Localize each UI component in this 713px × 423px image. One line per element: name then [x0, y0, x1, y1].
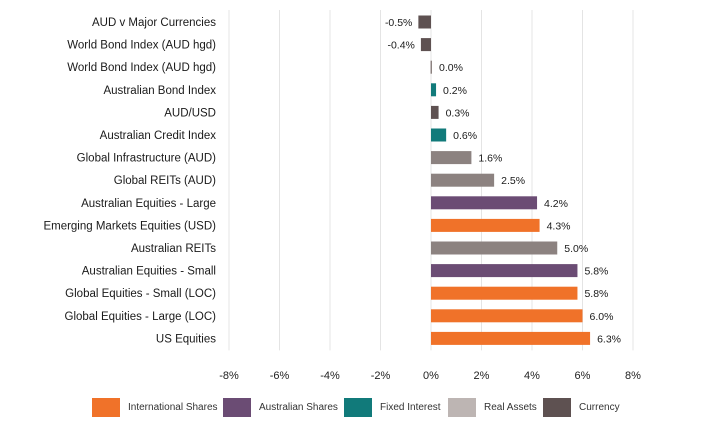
legend-swatch-real-assets — [448, 397, 476, 417]
category-label: Emerging Markets Equities (USD) — [43, 220, 216, 232]
bar — [431, 264, 578, 278]
x-tick-label: -4% — [320, 370, 340, 382]
legend-label-australian-shares: Australian Shares — [259, 401, 338, 413]
legend-label-international-shares: International Shares — [128, 401, 218, 413]
legend-item-fixed-interest: Fixed Interest — [344, 392, 441, 422]
legend-item-real-assets: Real Assets — [448, 392, 537, 422]
legend-swatch-australian-shares — [223, 397, 251, 417]
legend-swatch-currency — [543, 397, 571, 417]
category-label: Global Equities - Large (LOC) — [65, 311, 217, 323]
value-label: 0.6% — [453, 130, 477, 142]
value-label: 6.3% — [597, 333, 621, 345]
x-tick-label: 2% — [474, 370, 490, 382]
legend-item-international-shares: International Shares — [92, 392, 218, 422]
legend-label-currency: Currency — [579, 401, 620, 413]
x-tick-label: -6% — [270, 370, 290, 382]
x-tick-label: 4% — [524, 370, 540, 382]
bar-chart: -8% -6% -4% -2% 0% 2% 4% 6% 8% AUD v Major Curren… — [43, 10, 641, 382]
category-label: Global Equities - Small (LOC) — [65, 288, 216, 300]
value-label: 1.6% — [478, 153, 502, 165]
value-label: 5.0% — [564, 243, 588, 255]
category-label: Global Infrastructure (AUD) — [77, 153, 216, 165]
bar — [430, 60, 432, 74]
bar — [431, 128, 447, 142]
x-tick-label: -8% — [219, 370, 239, 382]
x-tick-label: 0% — [423, 370, 439, 382]
category-label: Australian Equities - Large — [81, 198, 216, 210]
bar — [431, 218, 540, 232]
bar — [431, 196, 538, 210]
bar — [431, 173, 495, 187]
category-label: AUD v Major Currencies — [92, 17, 216, 29]
category-label: World Bond Index (AUD hgd) — [67, 40, 216, 52]
legend-item-australian-shares: Australian Shares — [223, 392, 338, 422]
value-label: 5.8% — [584, 266, 608, 278]
value-label: 0.2% — [443, 85, 467, 97]
category-label: AUD/USD — [164, 107, 216, 119]
bar — [431, 105, 439, 119]
value-label: 4.3% — [547, 220, 571, 232]
bar — [420, 38, 431, 52]
x-tick-label: -2% — [371, 370, 391, 382]
category-label: Australian Credit Index — [100, 130, 217, 142]
category-label: World Bond Index (AUD hgd) — [67, 62, 216, 74]
value-label: 6.0% — [590, 311, 614, 323]
x-tick-label: 8% — [625, 370, 641, 382]
bar — [431, 331, 591, 345]
legend-swatch-international-shares — [92, 397, 120, 417]
legend-item-currency: Currency — [543, 392, 620, 422]
category-label: Global REITs (AUD) — [114, 175, 216, 187]
bar — [431, 241, 558, 255]
bar — [431, 286, 578, 300]
value-label: 0.3% — [446, 107, 470, 119]
category-label: US Equities — [156, 333, 216, 345]
value-label: 0.0% — [439, 62, 463, 74]
x-tick-label: 6% — [575, 370, 591, 382]
value-label: 4.2% — [544, 198, 568, 210]
legend-label-real-assets: Real Assets — [484, 401, 537, 413]
value-label: -0.4% — [387, 40, 414, 52]
category-label: Australian Bond Index — [103, 85, 216, 97]
legend: International Shares Australian Shares F… — [0, 392, 713, 422]
legend-swatch-fixed-interest — [344, 397, 372, 417]
legend-label-fixed-interest: Fixed Interest — [380, 401, 441, 413]
category-label: Australian Equities - Small — [82, 266, 216, 278]
bar — [431, 151, 472, 165]
value-label: 5.8% — [584, 288, 608, 300]
bar — [431, 309, 583, 323]
bar — [418, 15, 431, 29]
bar — [431, 83, 437, 97]
value-label: 2.5% — [501, 175, 525, 187]
category-label: Australian REITs — [131, 243, 216, 255]
value-label: -0.5% — [385, 17, 412, 29]
